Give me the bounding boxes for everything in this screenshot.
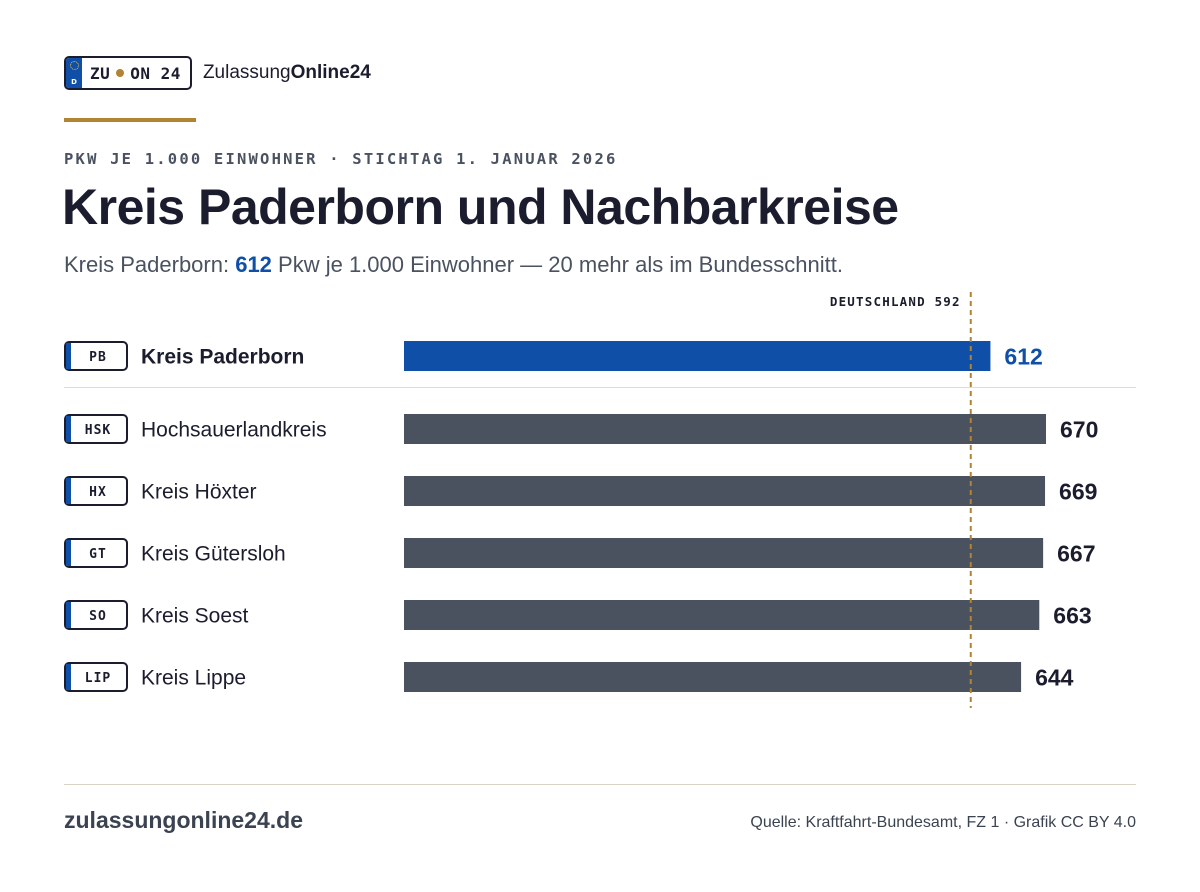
value-label-gt: 667 <box>1057 541 1095 567</box>
subtitle-value: 612 <box>235 252 272 277</box>
brand-name: ZulassungOnline24 <box>203 62 371 84</box>
plate-code-gt: GT <box>89 547 107 562</box>
plate-eu-band-pb <box>66 343 71 369</box>
plate-code-hsk: HSK <box>85 423 111 438</box>
bar-hx <box>404 476 1046 506</box>
plate-seal-icon <box>116 69 125 77</box>
brand-name-bold: Online24 <box>290 62 371 83</box>
brand-name-regular: Zulassung <box>202 62 291 83</box>
plate-code-hx: HX <box>89 485 107 500</box>
plate-badge-hx <box>64 476 128 506</box>
eu-stars-icon <box>69 61 79 70</box>
plate-eu-band-so <box>66 602 71 628</box>
footer-site: zulassungonline24.de <box>64 807 303 833</box>
bar-so <box>404 600 1040 630</box>
category-label-hsk: Hochsauerlandkreis <box>141 419 327 442</box>
country-code: D <box>71 78 77 86</box>
plate-right: ON 24 <box>130 63 181 83</box>
plate-code-lip: LIP <box>85 671 111 686</box>
plate-badge-lip <box>64 662 128 692</box>
bar-hsk <box>404 414 1046 444</box>
plate-eu-band-hsk <box>66 416 71 442</box>
plate-text: ZU ON 24 <box>82 58 190 88</box>
plate-badge-gt <box>64 538 128 568</box>
license-plate-logo: D ZU ON 24 <box>64 56 192 90</box>
value-label-lip: 644 <box>1035 665 1074 691</box>
subtitle: Kreis Paderborn: 612 Pkw je 1.000 Einwoh… <box>64 252 843 278</box>
plate-badge-pb <box>64 341 128 371</box>
subtitle-suffix: Pkw je 1.000 Einwohner — 20 mehr als im … <box>271 252 843 277</box>
plate-badge-hsk <box>64 414 128 444</box>
category-label-gt: Kreis Gütersloh <box>141 543 286 566</box>
subtitle-prefix: Kreis Paderborn: <box>64 252 236 277</box>
plate-code-so: SO <box>89 609 107 624</box>
footer-divider <box>64 784 1136 785</box>
value-label-hsk: 670 <box>1060 417 1098 443</box>
bar-lip <box>404 662 1022 692</box>
plate-eu-band-gt <box>66 540 71 566</box>
plate-left: ZU <box>90 63 111 83</box>
value-label-so: 663 <box>1053 603 1091 629</box>
eu-band-icon: D <box>66 58 82 88</box>
footer-source: Quelle: Kraftfahrt-Bundesamt, FZ 1 · Gra… <box>750 814 1136 831</box>
category-label-hx: Kreis Höxter <box>141 481 257 504</box>
value-label-hx: 669 <box>1059 479 1097 505</box>
category-label-so: Kreis Soest <box>141 605 249 628</box>
plate-badge-so <box>64 600 128 630</box>
category-label-pb: Kreis Paderborn <box>141 346 304 369</box>
category-label-lip: Kreis Lippe <box>141 667 246 690</box>
bar-pb <box>404 341 991 371</box>
reference-label: DEUTSCHLAND 592 <box>830 294 961 309</box>
plate-code-pb: PB <box>89 350 107 365</box>
plate-eu-band-hx <box>66 478 71 504</box>
kicker: PKW JE 1.000 EINWOHNER · STICHTAG 1. JAN… <box>64 150 618 168</box>
accent-bar <box>64 118 196 122</box>
bar-gt <box>404 538 1044 568</box>
plate-eu-band-lip <box>66 664 71 690</box>
value-label-pb: 612 <box>1004 344 1042 370</box>
brand-logo: D ZU ON 24 ZulassungOnline24 <box>64 56 371 90</box>
page-title: Kreis Paderborn und Nachbarkreise <box>62 179 899 235</box>
